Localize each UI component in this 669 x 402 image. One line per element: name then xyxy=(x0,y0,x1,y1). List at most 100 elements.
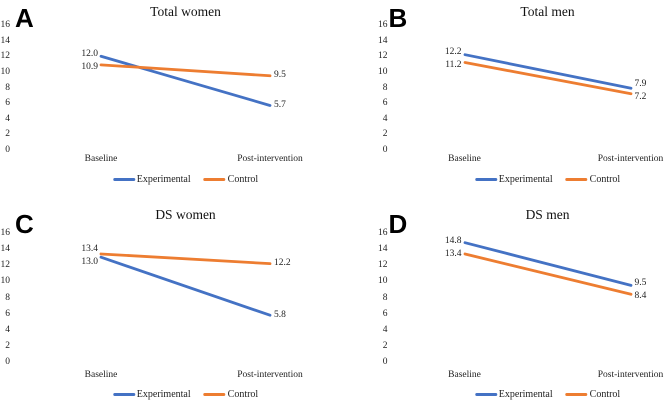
y-axis-tick-label: 14 xyxy=(378,244,388,255)
y-axis-tick-label: 4 xyxy=(382,113,388,124)
y-axis-tick-label: 2 xyxy=(382,129,388,140)
legend-line-marker xyxy=(112,393,135,396)
experimental-line xyxy=(463,53,632,90)
legend-item: Control xyxy=(565,389,620,400)
y-axis-tick-label: 16 xyxy=(378,20,388,30)
control-line xyxy=(463,252,632,296)
x-axis-category-label: Post-intervention xyxy=(237,154,303,164)
legend-item: Experimental xyxy=(112,174,191,185)
chart-canvas: 16 14 12 10 8 6 4 2 0 Baseline Post-intervention 14… xyxy=(335,201,669,402)
y-axis-tick-label: 0 xyxy=(5,145,10,155)
data-point-label: 9.5 xyxy=(634,277,647,288)
plot-lines xyxy=(463,241,632,296)
data-point-label: 12.2 xyxy=(444,46,462,57)
panel-total-women: 16 14 12 10 8 6 4 2 0 Baseline Post-intervention 12… xyxy=(0,0,335,201)
data-point-label: 7.2 xyxy=(634,92,647,103)
legend-line-marker xyxy=(565,178,588,181)
chart-canvas: 16 14 12 10 8 6 4 2 0 Baseline Post-intervention 12… xyxy=(335,0,669,201)
y-axis-tick-label: 16 xyxy=(378,228,388,238)
control-line xyxy=(99,63,272,78)
y-axis-tick-label: 4 xyxy=(5,113,10,124)
data-point-label: 12.0 xyxy=(81,48,98,59)
y-axis-tick-label: 8 xyxy=(5,292,10,303)
y-axis-tick-label: 12 xyxy=(0,51,11,62)
panel-letter-b: B xyxy=(388,3,408,33)
y-axis-tick-label: 6 xyxy=(382,98,388,109)
data-point-label: 5.7 xyxy=(274,99,286,110)
legend-label: Experimental xyxy=(498,389,553,400)
y-axis-tick-label: 2 xyxy=(5,340,10,351)
data-point-label: 12.2 xyxy=(274,258,291,269)
y-axis-tick-label: 16 xyxy=(0,20,11,30)
data-point-label: 5.8 xyxy=(274,309,286,320)
y-axis-tick-label: 6 xyxy=(5,98,10,109)
legend-label: Experimental xyxy=(498,174,553,185)
data-point-label: 11.2 xyxy=(445,59,462,70)
chart-title: Total women xyxy=(150,4,221,19)
y-axis-tick-label: 0 xyxy=(5,357,10,367)
plot-lines xyxy=(99,54,272,107)
y-axis-tick-label: 6 xyxy=(382,308,388,319)
plot-lines xyxy=(463,53,632,96)
y-axis-tick-label: 8 xyxy=(5,82,10,93)
y-axis-tick-label: 8 xyxy=(382,292,388,303)
chart-canvas: 16 14 12 10 8 6 4 2 0 Baseline Post-intervention 13… xyxy=(0,201,335,402)
experimental-line xyxy=(463,241,632,287)
legend-label: Control xyxy=(227,389,259,400)
x-axis-category-label: Baseline xyxy=(84,154,118,164)
y-axis-tick-label: 2 xyxy=(5,129,10,140)
legend-item: Experimental xyxy=(474,174,553,185)
plot-lines xyxy=(99,252,272,317)
x-axis-category-label: Baseline xyxy=(448,154,481,164)
legend-line-marker xyxy=(474,393,497,396)
legend-label: Experimental xyxy=(136,389,191,400)
data-point-label: 7.9 xyxy=(634,79,647,90)
legend-label: Control xyxy=(589,174,621,185)
y-axis-tick-label: 14 xyxy=(0,35,11,46)
data-point-label: 10.9 xyxy=(81,61,98,72)
y-axis-tick-label: 14 xyxy=(378,35,388,46)
data-point-label: 13.4 xyxy=(81,243,98,254)
legend-line-marker xyxy=(565,393,588,396)
y-axis-tick-label: 12 xyxy=(378,260,388,271)
legend-item: Control xyxy=(203,389,259,400)
legend-item: Experimental xyxy=(474,389,553,400)
legend-line-marker xyxy=(203,393,226,396)
y-axis-tick-label: 6 xyxy=(5,308,10,319)
chart-title: Total men xyxy=(520,4,575,19)
y-axis-tick-label: 8 xyxy=(382,82,388,93)
x-axis-category-label: Post-intervention xyxy=(597,154,664,164)
y-axis-tick-label: 4 xyxy=(382,324,388,335)
y-axis-tick-label: 12 xyxy=(0,260,11,271)
y-axis-tick-label: 4 xyxy=(5,324,10,335)
legend-label: Experimental xyxy=(136,174,191,185)
experimental-line xyxy=(99,255,272,317)
y-axis-tick-label: 10 xyxy=(0,276,11,287)
legend: Experimental Control xyxy=(474,174,621,185)
y-axis-tick-label: 10 xyxy=(378,276,388,287)
x-axis-category-label: Baseline xyxy=(84,370,118,380)
chart-title: DS women xyxy=(155,207,216,222)
data-point-label: 14.8 xyxy=(444,236,462,247)
panel-letter-d: D xyxy=(388,209,408,239)
y-axis-tick-label: 16 xyxy=(0,228,11,238)
panel-letter-a: A xyxy=(15,3,34,33)
chart-title: DS men xyxy=(525,207,570,222)
experimental-line xyxy=(99,54,272,107)
legend-label: Control xyxy=(227,174,259,185)
y-axis-tick-label: 10 xyxy=(378,66,388,77)
data-point-label: 9.5 xyxy=(274,70,286,81)
data-point-label: 8.4 xyxy=(634,290,647,301)
legend-line-marker xyxy=(203,178,226,181)
panel-ds-men: 16 14 12 10 8 6 4 2 0 Baseline Post-intervention 14… xyxy=(335,201,669,402)
panel-letter-c: C xyxy=(15,209,34,239)
data-point-label: 13.0 xyxy=(81,256,98,267)
panel-total-men: 16 14 12 10 8 6 4 2 0 Baseline Post-intervention 12… xyxy=(335,0,669,201)
legend-line-marker xyxy=(112,178,135,181)
chart-canvas: 16 14 12 10 8 6 4 2 0 Baseline Post-intervention 12… xyxy=(0,0,335,201)
y-axis-tick-label: 2 xyxy=(382,340,388,351)
control-line xyxy=(99,252,272,266)
y-axis-tick-label: 12 xyxy=(378,51,388,62)
y-axis-tick-label: 14 xyxy=(0,244,11,255)
